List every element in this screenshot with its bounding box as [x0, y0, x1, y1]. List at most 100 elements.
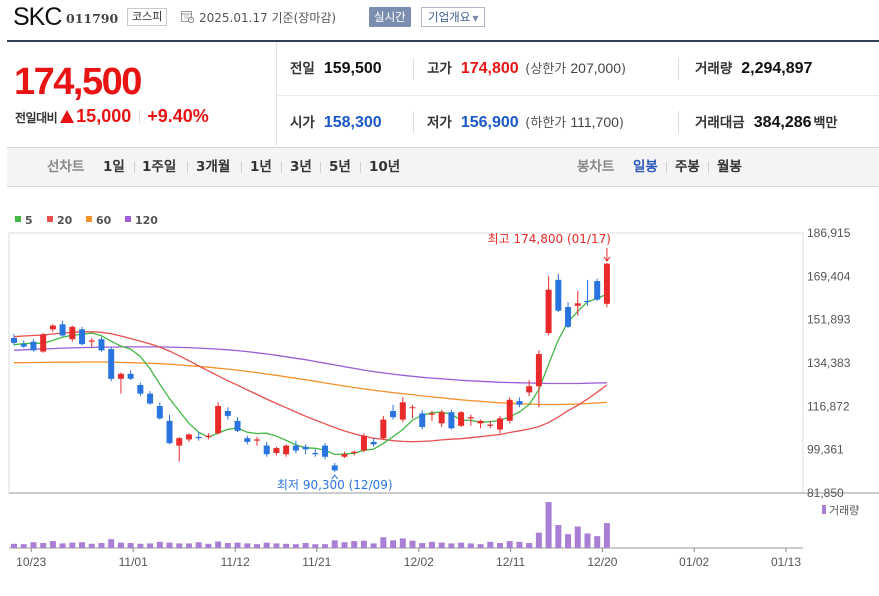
company-info-dropdown[interactable]: 기업개요 ▼	[421, 7, 486, 27]
candle-body	[390, 410, 397, 418]
volume-bar	[467, 543, 474, 548]
price-change-row: 전일대비 15,000 +9.40%	[15, 106, 209, 127]
tab-weekly[interactable]: 주봉	[675, 159, 700, 175]
volume-bar	[30, 542, 37, 548]
current-price: 174,500	[14, 61, 142, 103]
x-tick-label: 12/02	[404, 555, 434, 569]
candle-body	[545, 289, 552, 334]
divider	[678, 58, 679, 80]
candle-body	[30, 341, 37, 351]
candle	[555, 273, 562, 312]
tab-1d[interactable]: 1일	[103, 159, 125, 175]
candle-body	[312, 453, 319, 455]
candle	[584, 279, 591, 306]
realtime-button[interactable]: 실시간	[369, 7, 411, 27]
candle-body	[205, 435, 212, 437]
prev-close: 전일 159,500	[290, 42, 382, 95]
volume-bar	[409, 540, 416, 548]
candle	[166, 414, 173, 445]
price-summary: 174,500 전일대비 15,000 +9.40% 전일 159,500 고가 174…	[7, 40, 879, 148]
legend-swatch	[15, 216, 21, 222]
candle-body	[467, 417, 474, 419]
volume-bar	[341, 542, 348, 548]
volume-bar	[11, 543, 17, 548]
volume-bar	[448, 543, 455, 548]
candle-body	[419, 413, 426, 428]
tab-3m[interactable]: 3개월	[196, 159, 231, 175]
divider	[413, 58, 414, 80]
y-tick-label: 186,915	[807, 226, 851, 240]
divider	[360, 162, 361, 173]
x-tick-label: 12/20	[587, 555, 617, 569]
trade-value: 거래대금 384,286 백만	[695, 96, 837, 149]
candle	[302, 444, 309, 455]
volume-bar	[565, 534, 572, 548]
dropdown-caret-icon: ▼	[472, 14, 479, 23]
legend-label: 60	[96, 214, 112, 227]
candle-body	[108, 349, 115, 379]
volume-bar	[399, 538, 406, 548]
volume-label: 거래량	[695, 61, 733, 77]
candle	[428, 410, 435, 421]
volume-legend-label: 거래량	[829, 504, 859, 517]
volume-bar	[108, 539, 115, 548]
lower-limit-close: )	[618, 116, 624, 131]
candle	[419, 409, 426, 430]
volume-bar	[497, 543, 503, 548]
tab-monthly[interactable]: 월봉	[717, 159, 742, 175]
volume-bar	[185, 543, 192, 548]
volume-bar	[205, 543, 212, 548]
candle-body	[11, 337, 17, 343]
divider	[320, 162, 321, 173]
divider	[139, 110, 141, 123]
candle-body	[156, 406, 163, 419]
candle	[156, 402, 163, 420]
open-label: 시가	[290, 115, 315, 131]
candle-body	[273, 448, 280, 454]
tab-10y[interactable]: 10년	[369, 159, 401, 175]
volume-bar	[234, 542, 241, 548]
volume-bar	[390, 540, 397, 548]
candle-body	[526, 386, 533, 393]
tab-3y[interactable]: 3년	[290, 159, 312, 175]
x-tick-label: 11/01	[119, 555, 148, 569]
volume-bar	[438, 542, 445, 548]
volume-bar	[487, 541, 494, 548]
divider	[678, 111, 679, 133]
upper-limit-close: )	[621, 62, 627, 77]
change-label: 전일대비	[15, 111, 58, 125]
candle	[283, 444, 290, 457]
volume-bar	[574, 526, 581, 548]
candle	[185, 433, 192, 442]
candle-body	[565, 307, 572, 327]
candle-body	[215, 406, 222, 434]
volume-bar	[555, 525, 562, 548]
volume-bar	[127, 543, 134, 548]
candle-body	[341, 454, 348, 457]
divider	[187, 162, 188, 173]
tab-1y[interactable]: 1년	[250, 159, 272, 175]
volume-bar	[156, 541, 163, 548]
tab-daily[interactable]: 일봉	[633, 159, 658, 175]
candle	[370, 438, 377, 447]
tab-5y[interactable]: 5년	[329, 159, 351, 175]
candle-body	[283, 445, 290, 455]
day-low: 저가 156,900 (하한가 111,700)	[427, 96, 624, 149]
candle-body	[331, 465, 338, 471]
candle	[565, 302, 572, 329]
candle	[292, 440, 299, 454]
candle	[127, 370, 134, 381]
candle	[399, 397, 406, 423]
candle-body	[603, 263, 610, 304]
stock-header: SKC 011790 코스피 2025.01.17 기준(장마감) 실시간 기업…	[0, 0, 879, 40]
tab-1w[interactable]: 1주일	[142, 159, 177, 175]
divider	[241, 162, 242, 173]
x-tick-label: 01/02	[679, 555, 709, 569]
ma120-line	[13, 346, 607, 385]
volume-bar	[215, 541, 222, 548]
volume-bar	[351, 541, 358, 548]
volume-bar	[69, 542, 76, 548]
candle-body	[185, 434, 192, 440]
open-value: 158,300	[323, 114, 382, 131]
volume-bar	[98, 543, 105, 548]
